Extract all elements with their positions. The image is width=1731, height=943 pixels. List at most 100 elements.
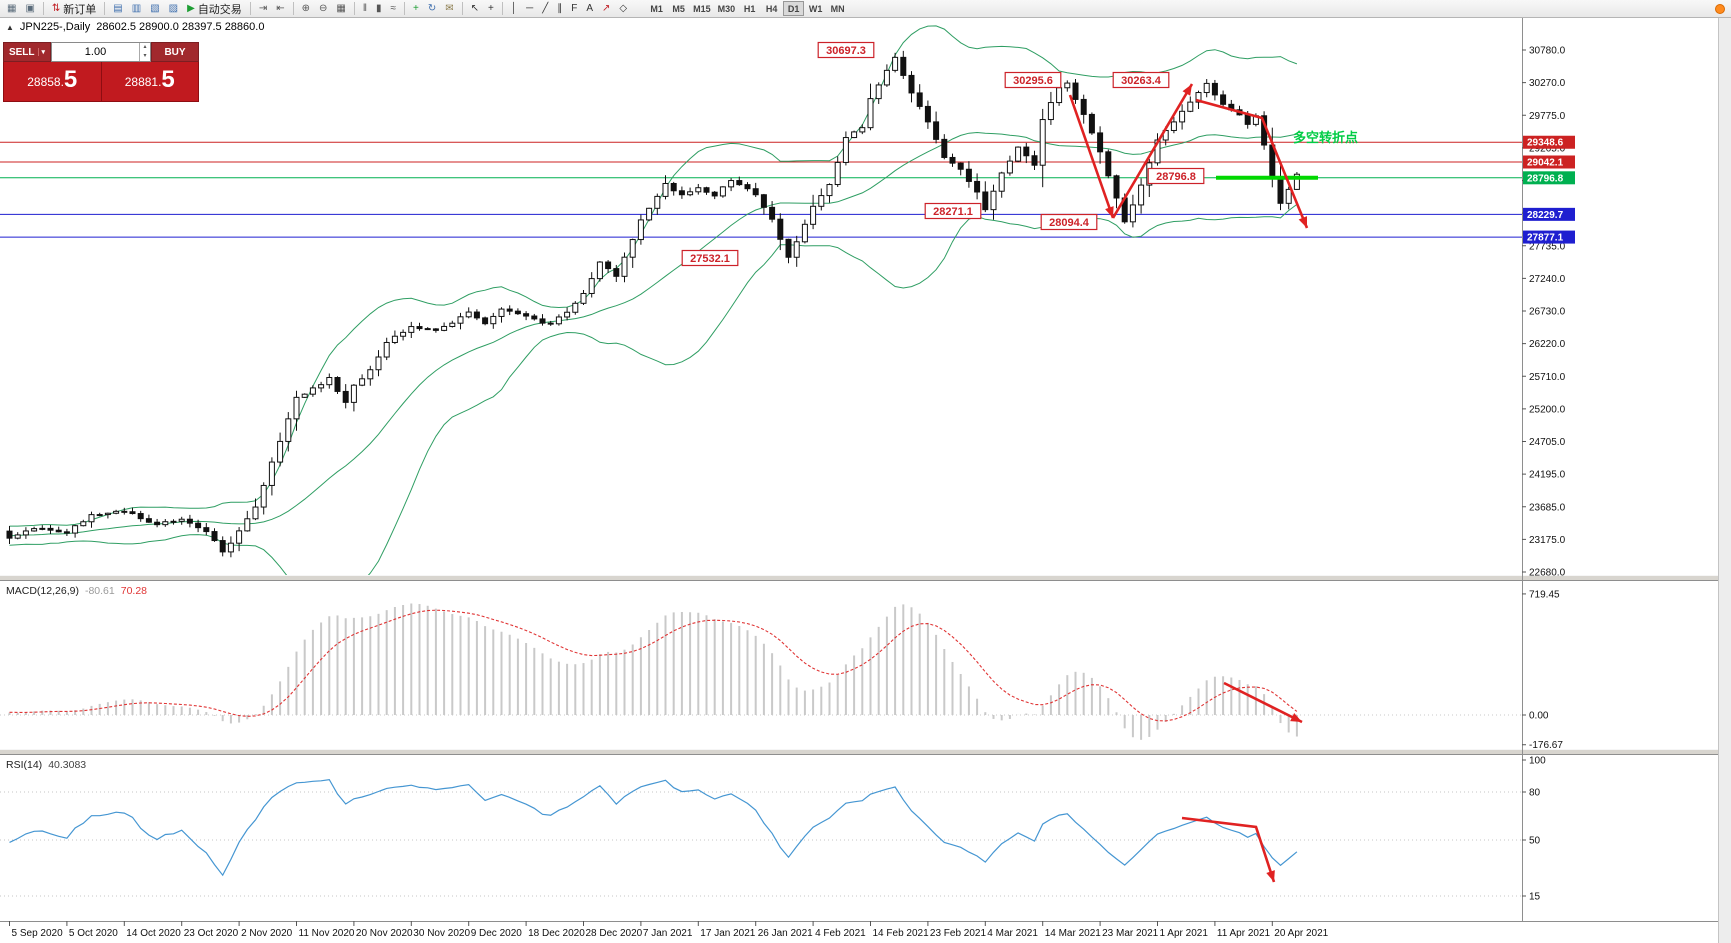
data-window-icon[interactable]: ▥ [128,1,145,17]
notification-icon[interactable] [1715,3,1725,14]
svg-text:23 Feb 2021: 23 Feb 2021 [930,928,987,939]
svg-text:30295.6: 30295.6 [1013,75,1053,87]
auto-scroll-icon-glyph: ⇤ [276,2,285,14]
buy-price-button[interactable]: 28881. 5 [102,62,199,101]
navigator-icon-glyph: ▧ [150,2,160,14]
line-chart-icon[interactable]: ≈ [386,1,400,17]
svg-text:28796.8: 28796.8 [1156,171,1196,183]
fibonacci-icon[interactable]: F [567,1,581,17]
svg-text:2 Nov 2020: 2 Nov 2020 [241,928,293,939]
svg-text:27735.0: 27735.0 [1529,241,1566,252]
buy-price-small: 28881. [124,74,162,89]
candlestick-chart-icon[interactable]: ▮ [372,1,386,17]
symbol-bar: ▲ JPN225-,Daily 28602.5 28900.0 28397.5 … [6,21,264,33]
toolbar-right [1715,3,1728,14]
timeframe-M30[interactable]: M30 [715,1,739,16]
volume-box: 1.00 ▴ ▾ [51,42,151,62]
timeframe-H1[interactable]: H1 [739,1,760,16]
sell-button[interactable]: SELL ▾ [3,42,51,62]
vertical-line-icon[interactable]: │ [507,1,521,17]
crosshair-icon[interactable]: + [484,1,498,17]
channel-icon[interactable]: ∥ [553,1,566,17]
text-icon[interactable]: A [582,1,597,17]
shapes-icon-glyph: ◇ [619,2,628,14]
bar-chart-icon[interactable]: ‖ [359,1,371,17]
volume-spinner: ▴ ▾ [139,43,150,61]
arrows-icon-glyph: ↗ [602,2,611,14]
templates-icon[interactable]: ✉ [441,1,457,17]
svg-text:30270.0: 30270.0 [1529,78,1566,89]
navigator-icon[interactable]: ▧ [146,1,163,17]
svg-text:29348.6: 29348.6 [1527,138,1564,149]
autotrading-glyph: ▶ [187,2,195,14]
sell-button-label: SELL [8,46,35,58]
zoom-out-icon[interactable]: ⊖ [315,1,331,17]
periods-icon-glyph: ↻ [427,2,437,14]
new-chart-icon-glyph: ▦ [7,2,17,14]
autotrading-button[interactable]: ▶ 自动交易 [183,1,246,17]
svg-text:80: 80 [1529,788,1541,799]
toolbar-separator [461,2,463,15]
svg-text:27532.1: 27532.1 [690,253,730,265]
line-chart-icon-glyph: ≈ [390,2,396,14]
tile-windows-icon[interactable]: ▦ [332,1,349,17]
autotrading-button-label: 自动交易 [197,3,242,16]
svg-text:5 Oct 2020: 5 Oct 2020 [69,928,118,939]
svg-text:26730.0: 26730.0 [1529,307,1566,318]
timeframe-MN[interactable]: MN [827,1,848,16]
svg-text:4 Mar 2021: 4 Mar 2021 [987,928,1038,939]
svg-text:30697.3: 30697.3 [826,45,866,57]
svg-text:50: 50 [1529,836,1541,847]
svg-text:7 Jan 2021: 7 Jan 2021 [643,928,693,939]
svg-text:29042.1: 29042.1 [1527,157,1564,168]
timeframe-M5[interactable]: M5 [668,1,689,16]
one-click-toggle-icon[interactable]: ▲ [6,22,14,32]
text-icon-glyph: A [586,2,593,14]
horizontal-line-icon[interactable]: ─ [522,1,537,17]
toolbar-separator [353,2,355,15]
profiles-icon-glyph: ▣ [25,2,35,14]
toolbar-separator [403,2,405,15]
sell-price-button[interactable]: 28858. 5 [4,62,102,101]
svg-text:26220.0: 26220.0 [1529,339,1566,350]
chevron-down-icon[interactable]: ▾ [37,48,45,56]
horizontal-line-icon-glyph: ─ [526,2,534,14]
volume-down-icon[interactable]: ▾ [143,53,147,59]
symbol-ohlc: 28602.5 28900.0 28397.5 28860.0 [96,21,265,33]
svg-text:29775.0: 29775.0 [1529,111,1566,122]
periods-icon[interactable]: ↻ [424,1,440,17]
profiles-icon[interactable]: ▣ [21,1,38,17]
market-watch-icon[interactable]: ▤ [109,1,126,17]
timeframe-H4[interactable]: H4 [761,1,782,16]
shapes-icon[interactable]: ◇ [615,1,631,17]
new-order-button[interactable]: ⇅ 新订单 [48,1,100,17]
timeframe-D1[interactable]: D1 [783,1,805,16]
trendline-icon[interactable]: ╱ [538,1,552,17]
new-order-glyph: ⇅ [51,2,61,14]
volume-input[interactable]: 1.00 [84,46,107,58]
toolbar-separator [501,2,503,15]
timeframe-M15[interactable]: M15 [690,1,714,16]
zoom-in-icon[interactable]: ⊕ [298,1,314,17]
chart-shift-icon[interactable]: ⇥ [255,1,271,17]
svg-text:多空转折点: 多空转折点 [1293,130,1358,145]
svg-text:28796.8: 28796.8 [1527,173,1564,184]
terminal-icon[interactable]: ▨ [165,1,182,17]
svg-text:0.00: 0.00 [1529,711,1549,722]
arrows-icon[interactable]: ↗ [598,1,614,17]
cursor-icon[interactable]: ↖ [467,1,483,17]
svg-text:-176.67: -176.67 [1529,740,1563,751]
svg-text:27877.1: 27877.1 [1527,233,1564,244]
timeframe-W1[interactable]: W1 [805,1,826,16]
buy-button-label: BUY [164,46,186,58]
indicators-icon[interactable]: + [409,1,423,17]
new-order-button-label: 新订单 [63,3,97,16]
timeframe-M1[interactable]: M1 [646,1,667,16]
new-chart-icon[interactable]: ▦ [3,1,20,17]
svg-text:719.45: 719.45 [1529,589,1560,600]
volume-up-icon[interactable]: ▴ [143,44,147,50]
buy-button[interactable]: BUY [151,42,199,62]
auto-scroll-icon[interactable]: ⇤ [272,1,288,17]
